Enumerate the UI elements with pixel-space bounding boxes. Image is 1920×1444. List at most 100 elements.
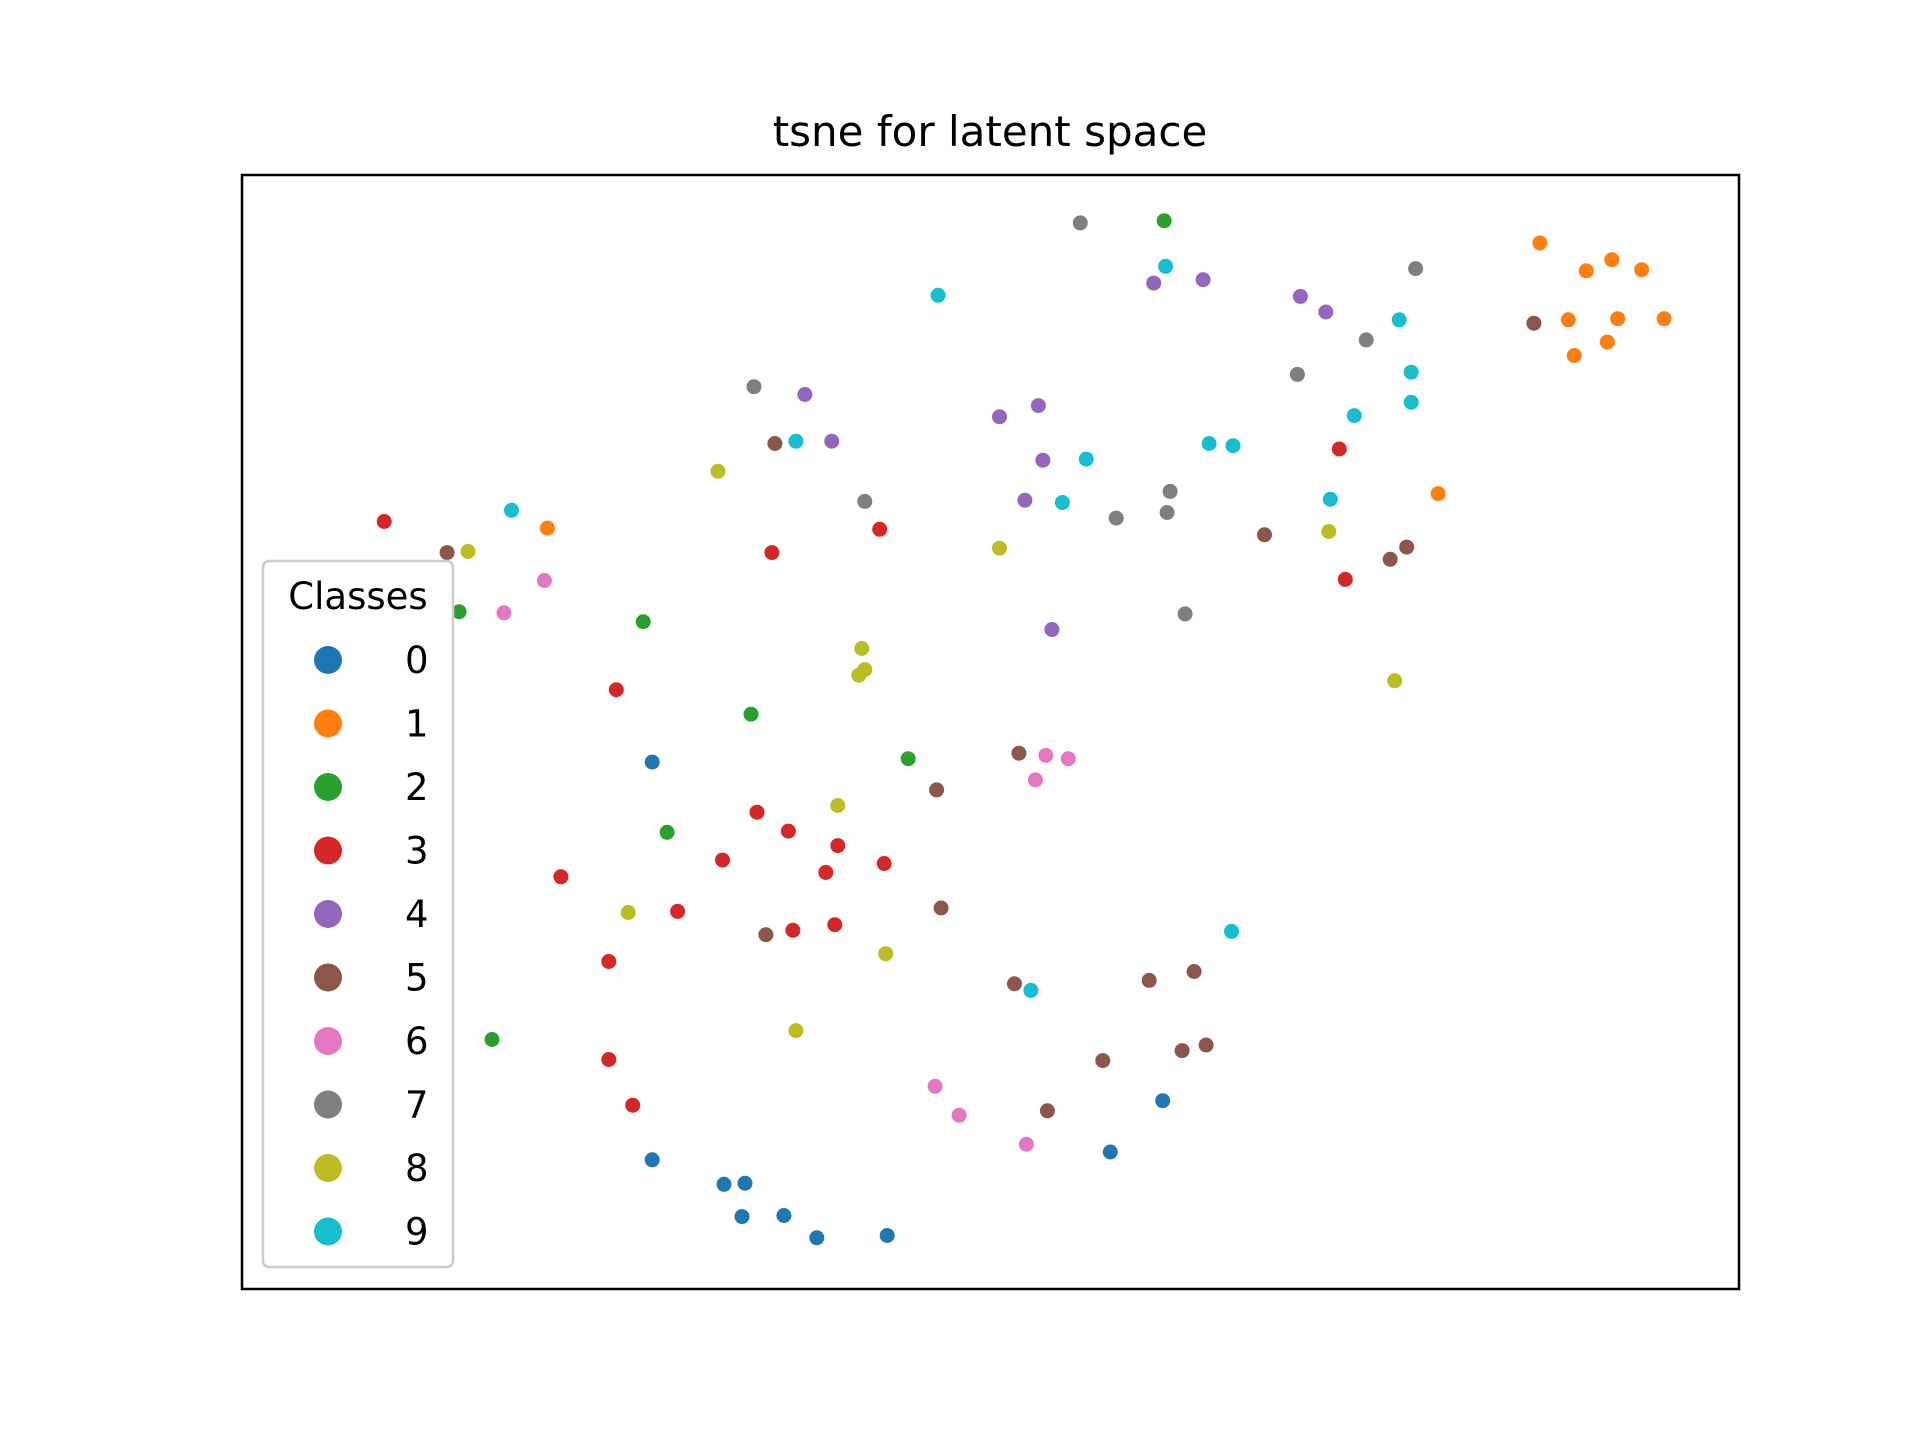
legend-entry-2: 2: [314, 766, 429, 809]
data-point-class-3-1: [872, 521, 888, 537]
data-point-class-5-0: [1526, 315, 1542, 331]
data-point-class-3-18: [625, 1097, 641, 1113]
data-point-class-3-15: [785, 922, 801, 938]
data-point-class-1-6: [1656, 311, 1672, 327]
data-point-class-6-7: [1018, 1136, 1034, 1152]
data-point-class-2-4: [900, 751, 916, 767]
legend-box: [261, 559, 455, 1269]
data-point-class-6-2: [1038, 747, 1054, 763]
data-point-class-1-5: [1610, 311, 1626, 327]
data-point-class-4-2: [1292, 288, 1308, 304]
legend-label-2: 2: [405, 766, 429, 809]
data-point-class-9-4: [1403, 394, 1419, 410]
data-point-class-0-3: [737, 1175, 753, 1191]
data-point-class-0-8: [1102, 1144, 1118, 1160]
data-point-class-3-16: [601, 954, 617, 969]
data-point-class-9-0: [1158, 258, 1174, 274]
data-point-class-5-2: [439, 545, 455, 561]
legend-label-1: 1: [405, 703, 429, 746]
data-point-class-9-13: [1224, 923, 1239, 939]
data-point-class-7-0: [1072, 215, 1088, 231]
legend-label-5: 5: [405, 957, 429, 1000]
data-point-class-5-7: [929, 782, 945, 798]
data-point-class-3-17: [601, 1052, 617, 1067]
data-point-class-1-8: [1599, 334, 1615, 350]
legend-entry-8: 8: [314, 1147, 429, 1190]
data-point-class-1-3: [1634, 262, 1650, 278]
data-point-class-4-9: [1017, 492, 1033, 508]
data-point-class-4-0: [1146, 275, 1162, 291]
series-2: [451, 213, 1172, 1047]
data-point-class-1-1: [1578, 263, 1594, 279]
data-point-class-5-6: [1011, 745, 1027, 761]
data-point-class-1-4: [1560, 312, 1576, 328]
data-point-class-0-9: [1155, 1093, 1171, 1109]
data-point-class-6-1: [496, 605, 512, 621]
legend-label-3: 3: [405, 830, 429, 873]
legend-marker-9: [314, 1217, 342, 1246]
data-point-class-3-8: [830, 838, 846, 854]
data-point-class-3-14: [827, 917, 843, 933]
data-point-class-7-7: [1159, 505, 1175, 520]
data-point-class-3-2: [764, 545, 780, 561]
data-point-class-9-6: [1201, 436, 1217, 451]
legend-label-9: 9: [405, 1211, 429, 1254]
data-point-class-0-0: [644, 754, 660, 770]
data-point-class-9-12: [1054, 495, 1070, 510]
data-point-class-9-3: [1403, 364, 1419, 380]
data-point-class-3-5: [1337, 571, 1353, 587]
legend-entry-4: 4: [314, 893, 429, 936]
data-point-class-5-15: [1198, 1037, 1214, 1053]
data-point-class-7-2: [1358, 332, 1374, 348]
data-point-class-3-12: [553, 869, 569, 885]
series-8: [460, 463, 1403, 1039]
data-point-class-6-6: [951, 1107, 967, 1123]
data-point-class-4-1: [1195, 272, 1211, 288]
data-point-class-1-9: [1430, 486, 1446, 502]
data-point-class-1-10: [539, 520, 555, 536]
legend-entry-6: 6: [314, 1020, 429, 1063]
data-point-class-3-3: [608, 682, 624, 698]
data-point-class-9-5: [1346, 408, 1362, 424]
data-point-class-4-4: [797, 387, 813, 402]
data-point-class-9-14: [1023, 982, 1039, 998]
legend-entry-3: 3: [314, 830, 429, 873]
data-point-class-7-9: [1177, 606, 1193, 622]
data-point-class-2-0: [1156, 213, 1172, 229]
legend-marker-7: [314, 1090, 342, 1119]
data-point-class-8-8: [830, 798, 846, 813]
data-point-class-9-2: [1391, 312, 1407, 328]
legend-entry-7: 7: [314, 1084, 429, 1127]
legend-marker-1: [314, 709, 342, 738]
data-point-class-0-2: [716, 1176, 732, 1192]
series-5: [439, 315, 1542, 1119]
data-point-class-8-11: [788, 1023, 804, 1039]
legend-entry-1: 1: [314, 703, 429, 746]
plot-area-frame: [240, 173, 1741, 1291]
data-point-class-5-16: [1039, 1103, 1055, 1119]
chart-title: tsne for latent space: [773, 107, 1208, 156]
data-point-class-1-7: [1566, 348, 1582, 363]
legend-entry-0: 0: [314, 639, 429, 682]
data-point-class-8-10: [878, 946, 894, 962]
data-point-class-4-6: [992, 409, 1007, 425]
data-point-class-5-1: [767, 436, 783, 451]
data-point-class-5-12: [1186, 964, 1202, 979]
legend-marker-8: [314, 1154, 342, 1182]
data-point-class-9-1: [930, 287, 946, 303]
data-point-class-0-1: [644, 1152, 660, 1168]
legend-label-8: 8: [405, 1147, 429, 1190]
data-point-class-2-5: [659, 824, 675, 840]
data-point-class-9-7: [1225, 438, 1241, 454]
legend-title: Classes: [288, 575, 427, 618]
series-1: [539, 235, 1672, 536]
legend-marker-0: [314, 646, 342, 674]
data-point-class-3-13: [670, 903, 686, 919]
data-point-class-8-9: [620, 905, 636, 920]
data-point-class-5-8: [933, 900, 949, 916]
data-point-class-4-7: [1030, 398, 1046, 414]
data-point-class-9-8: [788, 433, 804, 449]
data-point-class-3-7: [780, 823, 796, 839]
data-point-class-6-0: [536, 573, 552, 588]
data-point-class-8-4: [854, 641, 870, 656]
